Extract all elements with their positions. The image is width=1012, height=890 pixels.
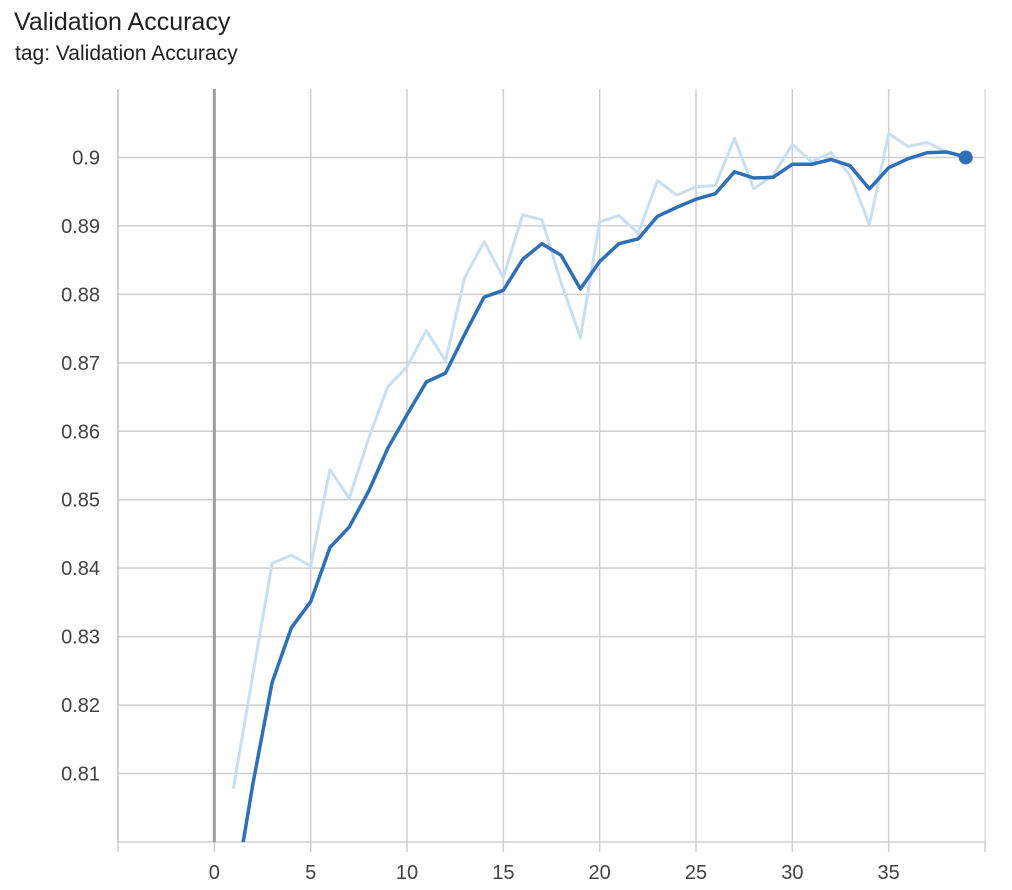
y-tick-label: 0.86: [61, 421, 100, 443]
raw-series-line: [232, 132, 968, 789]
y-tick-label: 0.85: [61, 490, 100, 512]
y-tick-label: 0.83: [61, 627, 100, 649]
tick-labels: 0.81 0.82 0.83 0.84 0.85 0.86 0.87 0.88 0.89 0.9 0…: [61, 147, 900, 884]
y-tick-label: 0.88: [61, 284, 100, 306]
y-tick-label: 0.84: [61, 558, 100, 580]
x-tick-label: 30: [781, 862, 803, 884]
x-tick-label: 10: [396, 862, 418, 884]
y-tick-label: 0.89: [61, 216, 100, 238]
chart-tag-subtitle: tag: Validation Accuracy: [15, 42, 238, 65]
chart-title: Validation Accuracy: [14, 8, 231, 36]
series-lines: [232, 132, 973, 842]
y-tick-label: 0.81: [61, 764, 100, 786]
y-tick-label: 0.87: [61, 353, 100, 375]
x-tick-label: 35: [878, 862, 900, 884]
x-tick-label: 15: [492, 862, 514, 884]
x-tick-label: 20: [589, 862, 611, 884]
x-tick-label: 25: [685, 862, 707, 884]
y-tick-label: 0.82: [61, 695, 100, 717]
x-tick-label: 5: [305, 862, 316, 884]
smoothed-series-line: [241, 150, 968, 842]
last-value-marker[interactable]: [958, 150, 973, 165]
x-tick-label: 0: [209, 862, 220, 884]
grid-lines: [117, 89, 986, 852]
y-tick-label: 0.9: [72, 147, 100, 169]
